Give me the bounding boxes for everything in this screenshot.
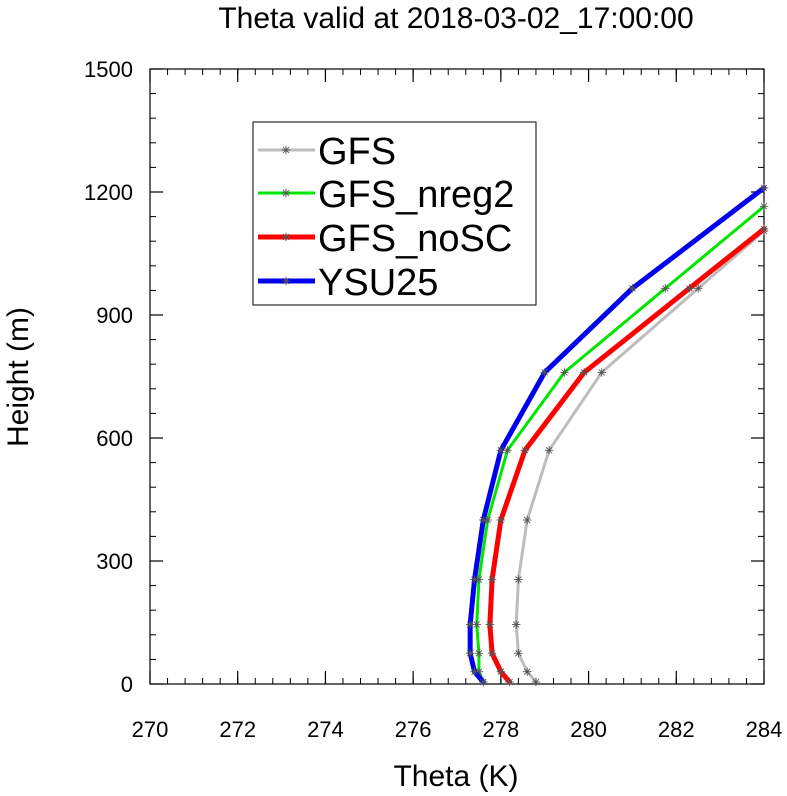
plot-frame: 270 272 274 276 278 280 282 284 0 300 600 900 1200 15… — [84, 57, 782, 742]
series-line-ysu25 — [467, 185, 767, 685]
series-gfs-nosc — [485, 224, 769, 687]
legend-label: GFS_nreg2 — [318, 174, 514, 216]
legend-item-gfs: GFS — [258, 131, 396, 173]
y-tick-label: 900 — [96, 303, 133, 328]
x-tick-label: 272 — [219, 717, 256, 742]
data-point-ysu25 — [465, 620, 475, 629]
data-point-gfs — [694, 284, 703, 293]
series-layer — [465, 183, 769, 687]
data-point-gfs-nosc — [485, 620, 495, 629]
legend-label: GFS_noSC — [318, 218, 512, 260]
series-ysu25 — [465, 183, 769, 687]
legend-label: YSU25 — [318, 262, 438, 304]
data-point-gfs-nosc — [685, 284, 694, 293]
data-point-gfs — [544, 446, 554, 455]
legend-marker — [281, 276, 291, 286]
data-point-gfs-nosc — [520, 446, 530, 455]
legend-marker — [281, 145, 291, 155]
legend-marker — [281, 188, 291, 198]
data-point-ysu25 — [759, 183, 769, 193]
data-point-gfs-nreg2 — [661, 284, 670, 293]
data-point-ysu25 — [628, 284, 637, 293]
data-point-ysu25 — [496, 446, 506, 455]
x-tick-label: 274 — [307, 717, 344, 742]
x-tick-label: 270 — [132, 717, 169, 742]
y-tick-label: 0 — [121, 672, 133, 697]
data-point-gfs-nosc — [496, 515, 506, 525]
data-point-gfs-nreg2 — [474, 649, 484, 658]
x-axis-label: Theta (K) — [393, 760, 518, 793]
series-line-gfs — [514, 229, 766, 684]
data-point-gfs — [597, 368, 606, 377]
data-point-gfs-nreg2 — [759, 202, 769, 211]
x-tick-label: 280 — [570, 717, 607, 742]
y-tick-label: 600 — [96, 426, 133, 451]
data-point-gfs — [514, 575, 523, 584]
data-point-ysu25 — [470, 667, 479, 676]
x-tick-label: 278 — [482, 717, 519, 742]
legend-label: GFS — [318, 131, 396, 173]
data-point-gfs-nosc — [505, 677, 514, 687]
y-axis-label: Height (m) — [2, 307, 35, 447]
y-tick-label: 300 — [96, 549, 133, 574]
y-tick-label: 1500 — [84, 57, 133, 82]
data-point-gfs-nosc — [487, 575, 497, 584]
chart-title: Theta valid at 2018-03-02_17:00:00 — [218, 2, 693, 35]
plot-border — [149, 68, 765, 685]
legend-item-gfs-nreg2: GFS_nreg2 — [258, 174, 514, 216]
y-tick-label: 1200 — [84, 180, 133, 205]
data-point-ysu25 — [479, 677, 488, 687]
data-point-gfs-nosc — [759, 224, 769, 234]
legend-marker — [281, 232, 291, 242]
data-point-ysu25 — [465, 649, 475, 658]
data-point-ysu25 — [479, 515, 488, 525]
data-point-gfs — [522, 667, 532, 676]
legend-item-ysu25: YSU25 — [258, 262, 438, 304]
x-tick-label: 284 — [746, 717, 783, 742]
data-point-gfs — [512, 620, 521, 629]
x-tick-label: 276 — [395, 717, 432, 742]
series-gfs — [512, 226, 769, 687]
data-point-gfs-nosc — [579, 368, 589, 377]
legend-item-gfs-nosc: GFS_noSC — [258, 218, 512, 260]
data-point-gfs-nosc — [487, 649, 497, 658]
series-line-gfs-nreg2 — [475, 204, 766, 684]
data-point-gfs — [531, 677, 541, 687]
data-point-gfs-nreg2 — [472, 620, 481, 629]
x-tick-label: 282 — [658, 717, 695, 742]
series-line-gfs-nosc — [487, 226, 767, 685]
data-point-gfs-nosc — [496, 667, 506, 676]
data-point-gfs — [514, 649, 523, 658]
data-point-ysu25 — [540, 368, 549, 377]
legend-box — [252, 121, 537, 306]
data-point-ysu25 — [470, 575, 479, 584]
data-point-gfs — [522, 515, 532, 525]
data-point-gfs-nreg2 — [560, 368, 569, 377]
